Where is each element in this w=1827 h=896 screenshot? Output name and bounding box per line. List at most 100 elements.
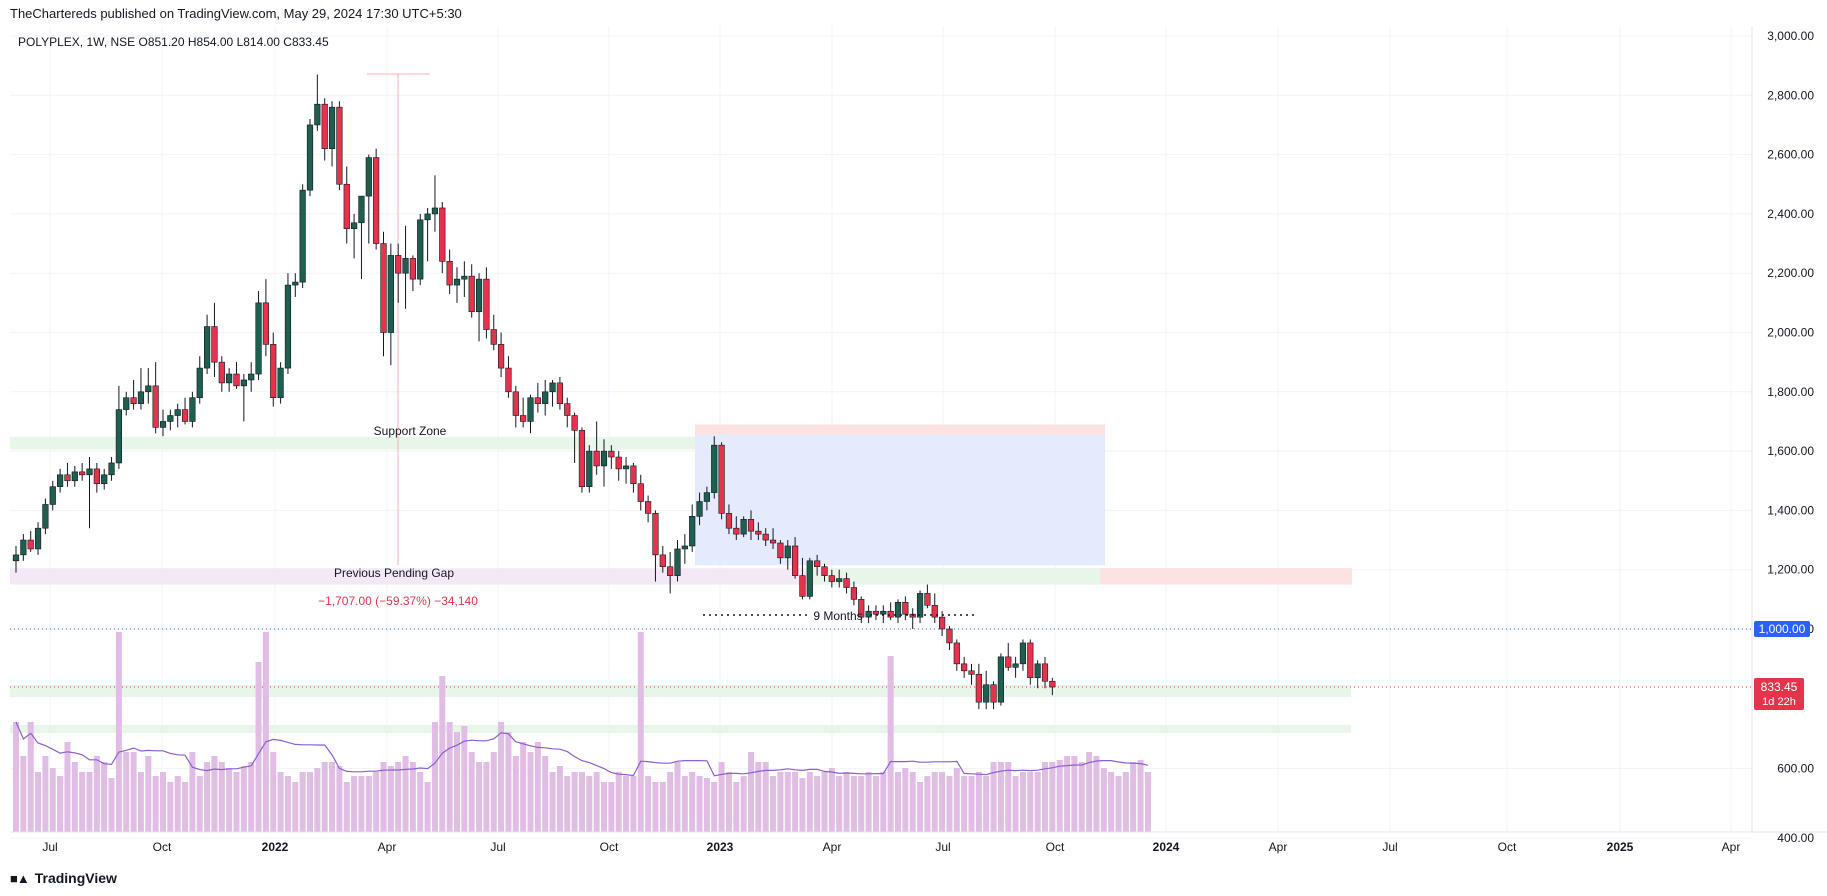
candle-body (336, 106, 343, 185)
candle-body (1019, 642, 1027, 665)
volume-bar (71, 762, 78, 832)
volume-bar (1115, 776, 1122, 832)
volume-bar (13, 722, 19, 832)
candle-body (953, 642, 960, 665)
candle-body (586, 450, 593, 487)
volume-bar (1005, 762, 1012, 832)
candle-body (262, 302, 270, 345)
candle-body (277, 367, 284, 399)
candle-body (924, 593, 931, 606)
volume-bar (674, 762, 681, 832)
volume-bar (160, 772, 166, 832)
volume-bar (564, 776, 571, 832)
volume-bar (182, 782, 189, 832)
price-tick-label: 2,200.00 (1767, 266, 1814, 280)
volume-bar (512, 756, 519, 832)
candle-body (858, 599, 865, 618)
volume-bar (130, 752, 137, 832)
volume-bar (887, 656, 894, 832)
candle-body (814, 560, 821, 568)
candle-body (902, 602, 909, 615)
volume-bar (79, 772, 86, 832)
time-axis[interactable]: Jul Oct 2022 Apr Jul Oct 2023 Apr Jul Oct 2024 Apr J… (10, 831, 1827, 854)
candle-body (667, 566, 674, 576)
candle-body (189, 397, 196, 422)
volume-bar (733, 782, 740, 832)
candle-body (328, 106, 336, 149)
time-tick-label: Oct (600, 840, 619, 854)
volume-bar (233, 772, 240, 832)
volume-bar (498, 722, 505, 832)
volume-bar (321, 762, 328, 832)
candle-body (990, 684, 997, 703)
price-tick-label: 2,600.00 (1767, 148, 1814, 162)
candle-body (1005, 656, 1012, 668)
price-tick-label: 1,400.00 (1767, 503, 1814, 517)
candle-body (299, 189, 306, 283)
volume-bar (865, 772, 872, 832)
candle-body (747, 518, 755, 532)
volume-bar (983, 776, 990, 832)
volume-bar (1034, 772, 1041, 832)
candle-body (1049, 680, 1056, 688)
candle-body (681, 545, 688, 550)
price-tick-label: 2,000.00 (1767, 326, 1814, 340)
volume-bar (284, 776, 291, 832)
volume-band-lower (10, 725, 1351, 733)
candle-body (123, 397, 130, 410)
price-tick-label: 400.00 (1777, 831, 1814, 845)
volume-bar (828, 768, 835, 832)
candle-body (446, 261, 453, 286)
volume-bar (468, 752, 475, 832)
volume-bar (777, 772, 784, 832)
candle-body (497, 344, 505, 369)
price-axis[interactable]: 3,000.00 2,800.00 2,600.00 2,400.00 2,200.00… (1751, 26, 1814, 845)
level-badge (1754, 621, 1810, 637)
volume-bar (329, 762, 336, 832)
volume-bar (1093, 756, 1100, 832)
volume-bar (402, 756, 409, 832)
tradingview-brand[interactable]: ■▲ TradingView (10, 870, 117, 886)
volume-bar (204, 762, 211, 832)
candle-body (549, 382, 556, 393)
candle-body (115, 409, 122, 464)
candle-body (284, 284, 292, 369)
volume-bar (725, 772, 732, 832)
candle-body (850, 587, 857, 600)
candle-body (689, 516, 696, 547)
volume-bar (196, 776, 203, 832)
price-tick-label: 2,800.00 (1767, 88, 1814, 102)
volume-bar (997, 762, 1004, 832)
candle-body (439, 207, 446, 262)
volume-bar (814, 776, 821, 832)
volume-bar (137, 772, 144, 832)
volume-ma-line (15, 721, 1149, 777)
candle-body (821, 566, 828, 576)
candle-body (27, 539, 34, 550)
volume-bar (1122, 772, 1129, 832)
support-zone-band (10, 436, 695, 450)
candle-body (101, 474, 108, 485)
candle-body (527, 397, 534, 422)
volume-bar (909, 772, 916, 832)
candle-body (799, 575, 806, 597)
volume-bar (42, 756, 49, 832)
volume-bar (1108, 772, 1115, 832)
candle-body (571, 415, 578, 431)
candle-body (946, 628, 953, 644)
candle-body (196, 367, 203, 399)
volume-bar (836, 776, 843, 832)
volume-bar (696, 776, 703, 832)
volume-bar (1027, 772, 1034, 832)
volume-bar (637, 632, 644, 832)
candle-body (600, 450, 608, 467)
candle-body (938, 616, 946, 630)
volume-bar (123, 752, 130, 832)
volume-bar (1056, 760, 1063, 832)
time-tick-label: Jul (1382, 840, 1397, 854)
publisher-caption: TheChartereds published on TradingView.c… (10, 6, 462, 21)
candle-body (240, 379, 247, 387)
candle-body (777, 542, 784, 559)
candle-body (248, 373, 255, 381)
